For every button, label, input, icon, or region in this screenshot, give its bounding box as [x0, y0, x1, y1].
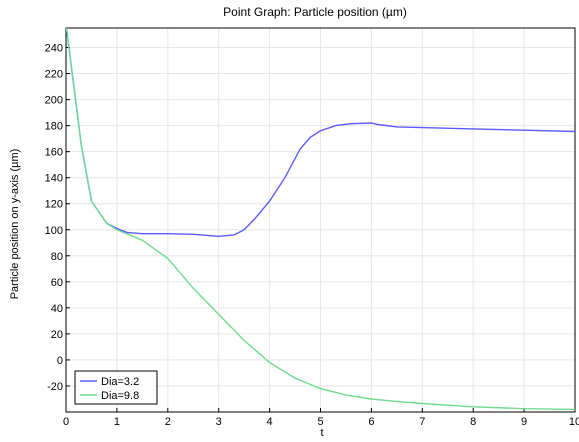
y-tick-label: 100 [45, 225, 63, 237]
y-tick-label: 40 [51, 303, 63, 315]
grid [65, 28, 576, 412]
y-tick-label: 140 [45, 173, 63, 185]
y-tick-label: 120 [45, 199, 63, 211]
x-tick-label: 1 [114, 416, 120, 428]
x-tick-label: 7 [419, 416, 425, 428]
series [66, 28, 575, 411]
x-tick-label: 5 [317, 416, 323, 428]
y-tick-label: 200 [45, 95, 63, 107]
x-tick-label: 3 [216, 416, 222, 428]
x-tick-label: 10 [569, 416, 579, 428]
y-axis-label: Particle position on y-axis (µm) [9, 149, 21, 300]
y-tick-label: 160 [45, 147, 63, 159]
legend: Dia=3.2 Dia=9.8 [74, 370, 158, 405]
y-tick-label: 60 [51, 277, 63, 289]
y-tick-label: -20 [47, 381, 63, 393]
y-tick-label: 240 [45, 43, 63, 55]
y-tick-label: 180 [45, 121, 63, 133]
y-tick-label: 220 [45, 69, 63, 81]
y-tick-label: 20 [51, 329, 63, 341]
y-tick-label: 80 [51, 251, 63, 263]
x-tick-label: 4 [267, 416, 273, 428]
x-axis-label: t [320, 427, 323, 437]
legend-label: Dia=9.8 [101, 390, 139, 402]
x-tick-label: 6 [368, 416, 374, 428]
x-tick-label: 2 [165, 416, 171, 428]
axis-ticks: 0 1 2 3 4 5 6 7 8 9 10 -20 0 20 40 60 80 100 120 140 160 180 2… [45, 43, 579, 428]
legend-box [74, 370, 158, 405]
x-tick-label: 0 [63, 416, 69, 428]
series-line-1 [66, 28, 575, 238]
chart-title: Point Graph: Particle position (µm) [223, 5, 407, 19]
x-tick-label: 8 [470, 416, 476, 428]
legend-label: Dia=3.2 [101, 376, 139, 388]
y-tick-label: 0 [57, 355, 63, 367]
series-line-2 [66, 28, 575, 411]
x-tick-label: 9 [521, 416, 527, 428]
